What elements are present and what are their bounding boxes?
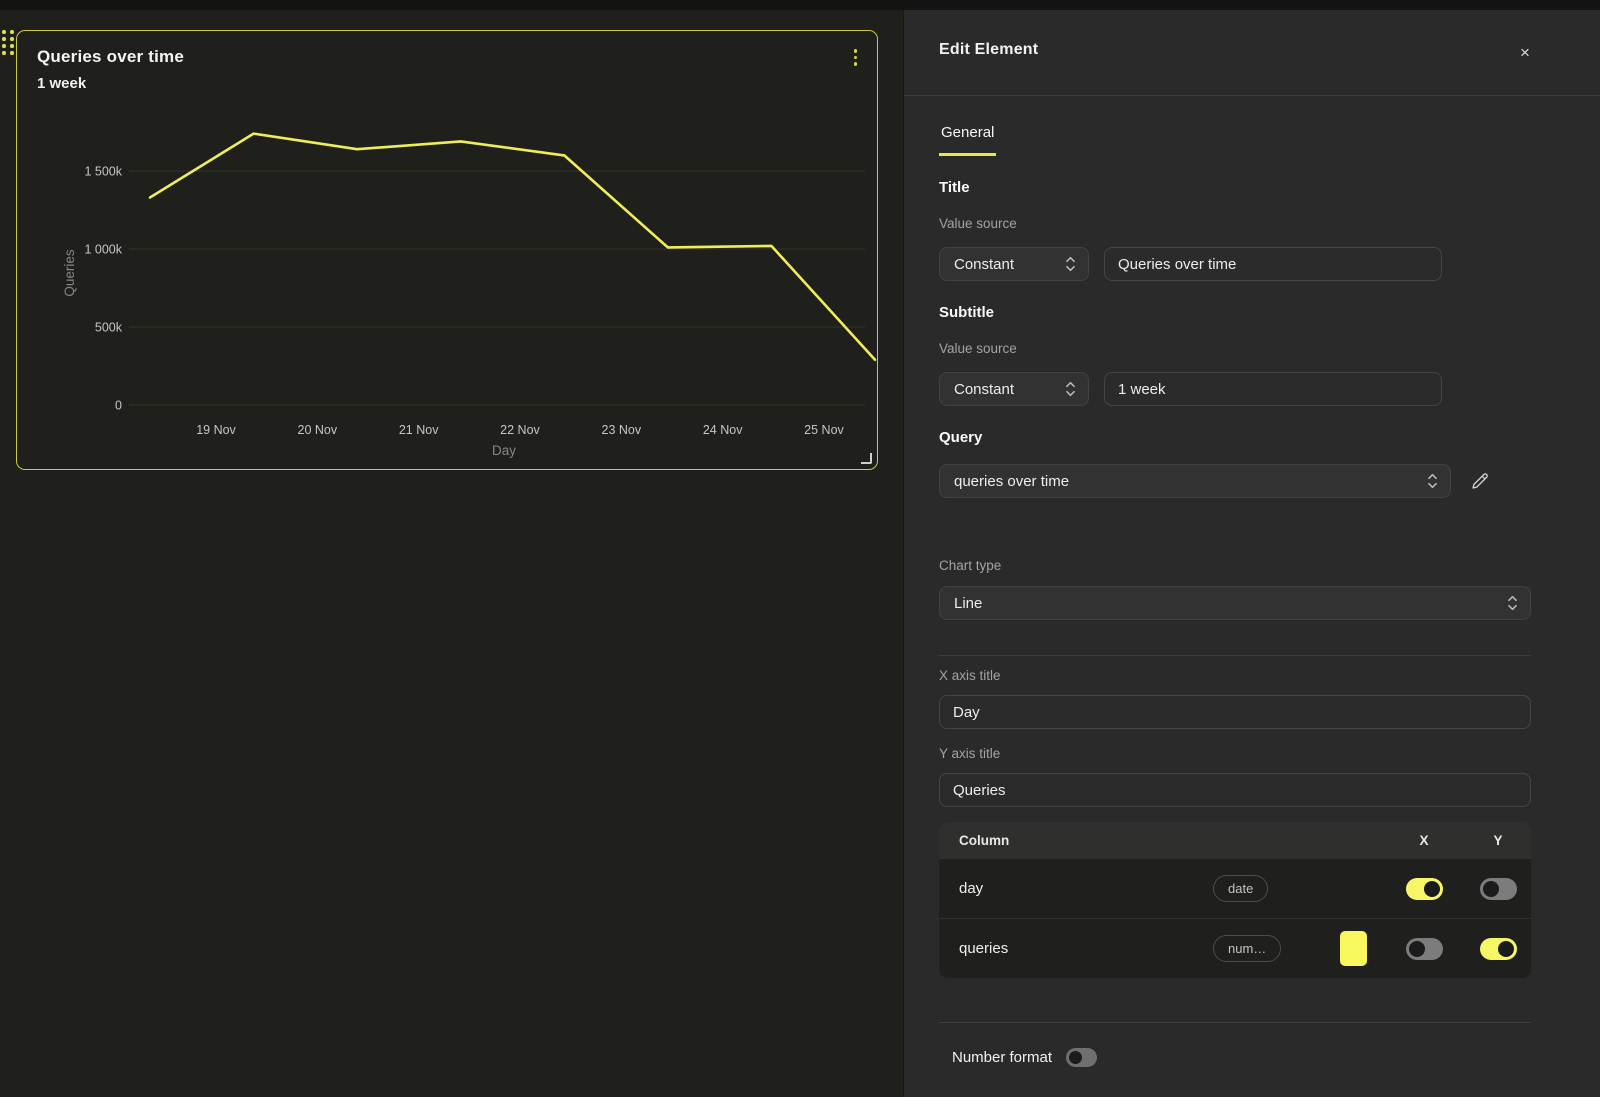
svg-text:23 Nov: 23 Nov <box>602 423 642 437</box>
column-name: queries <box>959 940 1009 957</box>
dashboard-canvas: Queries over time 1 week 0 500k 1 000k 1 50… <box>0 10 903 1097</box>
close-icon[interactable]: × <box>1514 42 1536 64</box>
subtitle-section-heading: Subtitle <box>939 304 994 321</box>
panel-content: General Title Value source Constant Subt… <box>904 124 1600 1067</box>
svg-text:24 Nov: 24 Nov <box>703 423 743 437</box>
subtitle-source-select[interactable]: Constant <box>939 372 1089 406</box>
svg-text:0: 0 <box>115 399 122 413</box>
number-format-toggle[interactable] <box>1066 1048 1098 1067</box>
chart-type-value: Line <box>954 594 983 612</box>
column-type-badge: date <box>1213 875 1269 902</box>
chart-subtitle: 1 week <box>37 75 87 92</box>
title-value-input[interactable] <box>1104 247 1442 281</box>
subtitle-value-source-label: Value source <box>939 341 1017 356</box>
svg-text:500k: 500k <box>95 321 123 335</box>
chevron-up-down-icon <box>1428 473 1437 489</box>
queries-x-toggle[interactable] <box>1405 937 1443 960</box>
column-type-badge: num… <box>1213 935 1282 962</box>
divider <box>939 655 1531 656</box>
edit-element-panel: Edit Element × General Title Value sourc… <box>903 10 1600 1097</box>
y-axis-title-input[interactable] <box>939 773 1531 807</box>
column-name: day <box>959 880 984 897</box>
chart-title: Queries over time <box>37 47 185 66</box>
y-axis-title-label: Y axis title <box>939 746 1001 761</box>
svg-text:20 Nov: 20 Nov <box>298 423 338 437</box>
title-source-select[interactable]: Constant <box>939 247 1089 281</box>
chart-card[interactable]: Queries over time 1 week 0 500k 1 000k 1 50… <box>16 30 878 470</box>
query-section-heading: Query <box>939 429 983 446</box>
table-row-day: day date <box>939 858 1531 918</box>
top-bar <box>0 0 1600 10</box>
title-section-heading: Title <box>939 179 970 196</box>
y-header: Y <box>1493 832 1503 848</box>
column-header: Column <box>959 832 1010 848</box>
svg-text:19 Nov: 19 Nov <box>196 423 236 437</box>
chevron-up-down-icon <box>1066 256 1075 272</box>
number-format-row: Number format <box>939 1048 1531 1067</box>
edit-query-button[interactable] <box>1466 468 1493 495</box>
chart-type-select[interactable]: Line <box>939 586 1531 620</box>
columns-table-header: Column X Y <box>939 822 1531 858</box>
subtitle-source-value: Constant <box>954 380 1015 398</box>
svg-text:Queries: Queries <box>62 249 77 297</box>
tab-bar: General <box>939 124 1531 156</box>
chart-card-header: Queries over time 1 week <box>37 47 184 92</box>
table-row-queries: queries num… <box>939 918 1531 978</box>
x-axis-title-input[interactable] <box>939 695 1531 729</box>
query-select-value: queries over time <box>954 472 1070 490</box>
title-value-source-label: Value source <box>939 216 1017 231</box>
query-select[interactable]: queries over time <box>939 464 1451 498</box>
day-y-toggle[interactable] <box>1479 877 1517 900</box>
panel-header: Edit Element × <box>904 10 1600 96</box>
chevron-up-down-icon <box>1508 595 1517 611</box>
resize-handle-icon[interactable] <box>861 453 872 464</box>
pencil-icon <box>1472 472 1488 489</box>
columns-table: Column X Y day date queries num… <box>939 822 1531 978</box>
svg-text:1 500k: 1 500k <box>84 165 122 179</box>
drag-handle-icon[interactable] <box>2 30 14 55</box>
chevron-up-down-icon <box>1066 381 1075 397</box>
tab-general[interactable]: General <box>939 124 997 156</box>
number-format-label: Number format <box>952 1049 1053 1066</box>
series-color-swatch[interactable] <box>1339 931 1367 966</box>
line-chart-plot[interactable]: 0 500k 1 000k 1 500k 19 Nov 20 Nov 21 Nov 22 No… <box>17 31 877 468</box>
svg-text:Day: Day <box>492 443 516 458</box>
x-axis-title-label: X axis title <box>939 668 1001 683</box>
subtitle-value-input[interactable] <box>1104 372 1442 406</box>
svg-text:22 Nov: 22 Nov <box>500 423 540 437</box>
title-source-value: Constant <box>954 255 1015 273</box>
chart-type-label: Chart type <box>939 558 1002 573</box>
panel-title: Edit Element <box>939 41 1039 58</box>
divider <box>939 1022 1531 1023</box>
svg-text:1 000k: 1 000k <box>84 243 122 257</box>
day-x-toggle[interactable] <box>1405 877 1443 900</box>
queries-y-toggle[interactable] <box>1479 937 1517 960</box>
x-header: X <box>1419 832 1429 848</box>
svg-text:25 Nov: 25 Nov <box>804 423 844 437</box>
card-menu-icon[interactable] <box>850 45 862 70</box>
svg-text:21 Nov: 21 Nov <box>399 423 439 437</box>
